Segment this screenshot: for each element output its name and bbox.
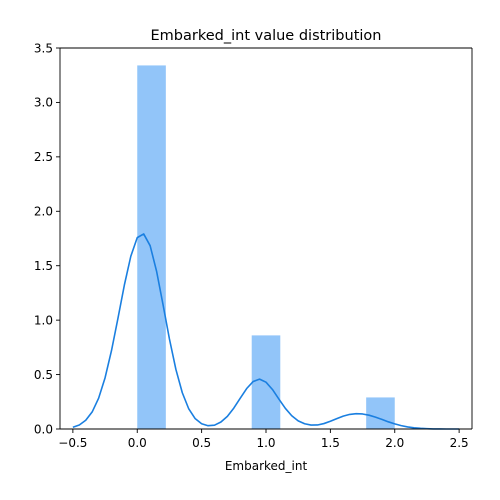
x-tick-label: 2.0: [385, 436, 404, 450]
x-axis-title: Embarked_int: [225, 459, 308, 473]
x-tick-label: 0.5: [192, 436, 211, 450]
y-tick-label: 2.5: [34, 150, 53, 164]
x-tick-label: −0.5: [58, 436, 87, 450]
histogram-bar: [137, 65, 166, 430]
y-tick-label: 2.0: [34, 205, 53, 219]
histogram-bar: [366, 397, 395, 429]
x-tick-label: 1.5: [321, 436, 340, 450]
chart-title: Embarked_int value distribution: [151, 28, 382, 44]
kde-layer: [72, 233, 460, 430]
axes-layer: [59, 47, 473, 430]
x-tick-label: 0.0: [128, 436, 147, 450]
y-tick-label: 3.0: [34, 96, 53, 110]
kde-line: [72, 233, 460, 430]
y-tick-label: 0.5: [34, 368, 53, 382]
ticks-layer: −0.5 0.0 0.5 1.0 1.5 2.0 2.5 0.0 0.5 1.0 1.5 2.0 2.5…: [34, 41, 469, 450]
y-tick-label: 0.0: [34, 422, 53, 436]
bars-layer: [137, 65, 395, 430]
x-tick-label: 1.0: [256, 436, 275, 450]
y-tick-label: 3.5: [34, 41, 53, 55]
y-tick-label: 1.5: [34, 259, 53, 273]
y-tick-label: 1.0: [34, 313, 53, 327]
x-tick-label: 2.5: [450, 436, 469, 450]
